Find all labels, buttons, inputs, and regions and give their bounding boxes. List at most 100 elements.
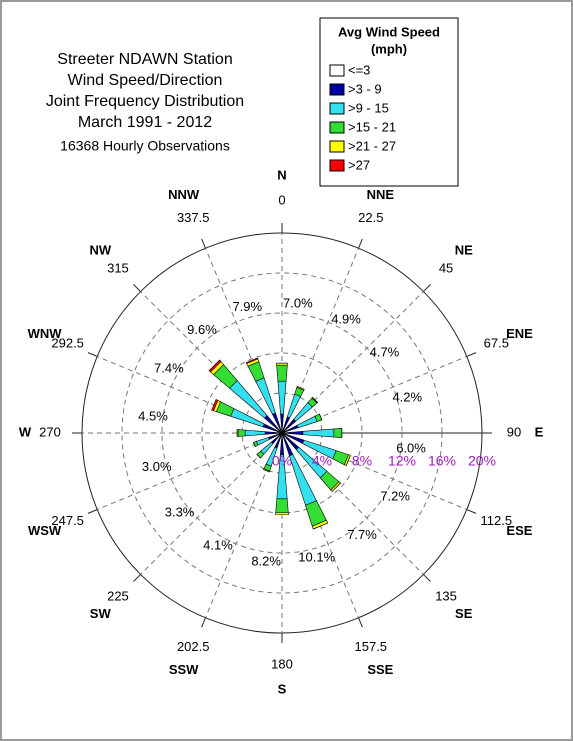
total-label: 7.7% <box>347 527 377 542</box>
direction-label: ENE <box>506 326 533 341</box>
r-tick-label: 20% <box>468 453 496 469</box>
degree-label: 157.5 <box>355 639 388 654</box>
total-label: 4.9% <box>331 311 361 326</box>
chart-subtitle: 16368 Hourly Observations <box>60 138 230 154</box>
total-label: 4.7% <box>370 344 400 359</box>
degree-label: 112.5 <box>481 513 513 528</box>
r-tick-label: 0% <box>272 453 292 469</box>
spoke-tick <box>423 574 431 582</box>
wind-segment <box>275 498 289 514</box>
spoke <box>281 432 424 575</box>
wind-segment <box>211 398 219 412</box>
total-label: 7.4% <box>154 360 184 375</box>
total-label: 6.0% <box>396 440 426 455</box>
legend-box <box>319 17 459 187</box>
total-label: 4.2% <box>392 390 422 405</box>
wind-segment <box>263 469 270 473</box>
direction-label: ESE <box>506 523 532 538</box>
spoke <box>205 432 283 618</box>
spoke <box>97 356 283 434</box>
spoke-tick <box>423 284 431 292</box>
spoke-tick <box>133 574 141 582</box>
wind-segment <box>313 522 328 530</box>
spoke <box>140 291 283 434</box>
legend-label: >27 <box>348 157 370 172</box>
spoke-tick <box>87 509 98 514</box>
legend-swatch <box>329 64 345 77</box>
spoke <box>281 291 424 434</box>
direction-label: NW <box>89 243 111 258</box>
legend-label: >15 - 21 <box>348 119 396 134</box>
spoke-tick <box>201 238 206 249</box>
chart-title: March 1991 - 2012 <box>78 114 212 131</box>
direction-label: SSW <box>169 662 199 677</box>
total-label: 3.3% <box>165 504 195 519</box>
total-label: 10.1% <box>298 550 335 565</box>
direction-label: N <box>277 167 286 182</box>
spoke-tick <box>466 509 477 514</box>
direction-label: SSE <box>367 662 393 677</box>
spoke-tick <box>133 284 141 292</box>
spoke-tick <box>466 352 477 357</box>
wind-segment <box>333 427 343 439</box>
legend-label: >3 - 9 <box>348 81 382 96</box>
total-label: 7.2% <box>380 488 410 503</box>
wind-segment <box>331 482 341 492</box>
degree-label: 90 <box>507 424 521 439</box>
direction-label: NNW <box>168 187 200 202</box>
r-tick-label: 4% <box>312 453 332 469</box>
direction-label: SE <box>455 606 473 621</box>
spoke-tick <box>358 238 363 249</box>
degree-label: 67.5 <box>484 336 509 351</box>
wind-segment <box>297 386 305 390</box>
wind-segment <box>345 455 351 466</box>
degree-label: 225 <box>107 588 129 603</box>
wind-segment <box>256 454 261 459</box>
degree-label: 135 <box>435 588 457 603</box>
degree-label: 292.5 <box>51 336 84 351</box>
degree-label: 202.5 <box>177 639 210 654</box>
legend-swatch <box>329 121 345 134</box>
spoke-tick <box>201 617 206 628</box>
degree-label: 337.5 <box>177 210 210 225</box>
degree-label: 315 <box>107 260 129 275</box>
spoke-tick <box>358 617 363 628</box>
spoke <box>97 432 283 510</box>
legend-label: >21 - 27 <box>348 138 396 153</box>
r-tick-label: 12% <box>388 453 416 469</box>
total-label: 8.2% <box>251 553 281 568</box>
degree-label: 180 <box>271 656 293 671</box>
legend-label: <=3 <box>348 62 370 77</box>
total-label: 7.0% <box>283 295 313 310</box>
spoke <box>281 248 359 434</box>
wind-segment <box>312 397 318 403</box>
spoke <box>140 432 283 575</box>
degree-label: 270 <box>39 424 61 439</box>
legend-title: Avg Wind Speed <box>338 24 440 39</box>
total-label: 4.5% <box>138 409 168 424</box>
legend-title: (mph) <box>371 41 407 56</box>
total-label: 9.6% <box>187 322 217 337</box>
wind-segment <box>319 413 323 421</box>
spoke-tick <box>87 352 98 357</box>
wind-segment <box>208 359 222 373</box>
degree-label: 22.5 <box>358 210 383 225</box>
direction-label: NE <box>455 243 473 258</box>
legend-label: >9 - 15 <box>348 100 389 115</box>
direction-label: WSW <box>28 523 62 538</box>
chart-title: Streeter NDAWN Station <box>57 51 232 68</box>
wind-segment <box>276 364 288 382</box>
direction-label: W <box>19 424 32 439</box>
total-label: 7.9% <box>232 299 262 314</box>
spoke <box>205 248 283 434</box>
direction-label: WNW <box>28 326 63 341</box>
legend-swatch <box>329 83 345 96</box>
direction-label: S <box>278 681 287 696</box>
chart-title: Joint Frequency Distribution <box>46 93 244 110</box>
spoke <box>281 432 467 510</box>
r-tick-label: 8% <box>352 453 372 469</box>
degree-label: 247.5 <box>51 513 84 528</box>
direction-label: SW <box>90 606 112 621</box>
direction-label: NNE <box>367 187 395 202</box>
